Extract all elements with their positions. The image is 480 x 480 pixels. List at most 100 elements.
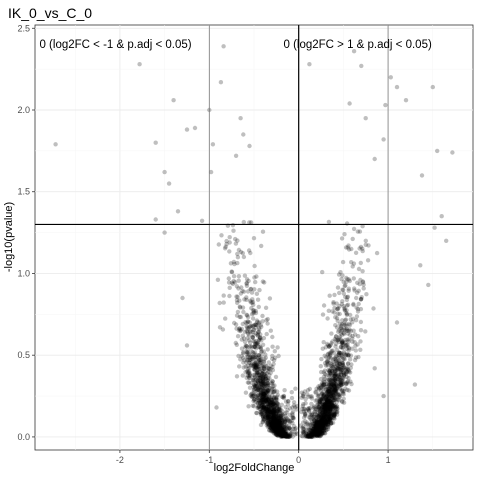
- data-point: [276, 418, 281, 423]
- data-point: [344, 308, 349, 313]
- data-point: [230, 223, 236, 228]
- data-point: [261, 394, 266, 399]
- data-point: [253, 310, 259, 316]
- data-point: [243, 364, 248, 369]
- data-point: [323, 421, 329, 426]
- data-point: [275, 428, 281, 433]
- data-point: [264, 364, 269, 369]
- data-point: [338, 382, 343, 387]
- data-point: [249, 358, 254, 363]
- data-point: [258, 323, 263, 328]
- data-point: [314, 430, 319, 435]
- data-point: [322, 405, 328, 411]
- data-point: [285, 431, 290, 436]
- data-point: [270, 413, 275, 419]
- data-point: [324, 355, 329, 360]
- data-point: [348, 370, 353, 375]
- data-point: [271, 407, 277, 412]
- data-point: [252, 384, 258, 389]
- data-point: [327, 412, 332, 418]
- data-point: [344, 371, 349, 376]
- data-point: [316, 384, 321, 389]
- data-point: [330, 357, 336, 362]
- data-point: [309, 431, 314, 437]
- data-point: [309, 432, 315, 437]
- data-point: [270, 415, 275, 420]
- data-point: [418, 263, 423, 268]
- data-point: [345, 328, 350, 333]
- data-point: [327, 392, 332, 398]
- data-point: [340, 345, 345, 350]
- data-point: [240, 251, 245, 256]
- data-point: [325, 316, 330, 321]
- data-point: [315, 423, 320, 428]
- data-point: [270, 334, 275, 340]
- data-point: [342, 283, 347, 289]
- data-point: [322, 406, 327, 412]
- data-point: [307, 422, 312, 427]
- data-point: [267, 420, 273, 425]
- data-point: [269, 422, 274, 427]
- data-point: [339, 321, 345, 327]
- data-point: [262, 366, 267, 371]
- data-point: [261, 381, 266, 387]
- data-point: [262, 404, 267, 409]
- data-point: [347, 278, 352, 284]
- data-point: [314, 427, 320, 432]
- data-point: [314, 431, 319, 436]
- data-point: [238, 249, 244, 255]
- data-point: [252, 344, 258, 349]
- data-point: [318, 418, 323, 424]
- data-point: [250, 316, 256, 321]
- data-point: [334, 347, 340, 353]
- data-point: [318, 430, 324, 435]
- data-point: [260, 401, 266, 406]
- data-point: [334, 374, 339, 379]
- data-point: [318, 397, 323, 402]
- data-point: [279, 434, 284, 439]
- data-point: [338, 331, 343, 336]
- data-point: [314, 418, 319, 423]
- data-point: [280, 427, 285, 432]
- data-point: [250, 324, 256, 329]
- data-point: [276, 430, 281, 435]
- data-point: [258, 344, 263, 350]
- data-point: [278, 430, 283, 435]
- data-point: [310, 434, 315, 439]
- data-point: [333, 359, 339, 364]
- data-point: [277, 428, 283, 434]
- data-point: [333, 384, 338, 389]
- data-point: [321, 416, 326, 421]
- data-point: [355, 342, 360, 347]
- data-point: [262, 378, 267, 383]
- data-point: [316, 428, 321, 433]
- data-point: [277, 431, 282, 437]
- data-point: [355, 309, 361, 314]
- data-point: [313, 432, 318, 437]
- data-point: [312, 405, 317, 410]
- data-point: [262, 392, 268, 397]
- data-point: [360, 269, 365, 274]
- data-point: [229, 269, 235, 275]
- data-point: [258, 346, 264, 351]
- data-point: [351, 328, 356, 333]
- data-point: [245, 336, 250, 341]
- data-point: [328, 404, 334, 410]
- data-point: [346, 328, 351, 334]
- data-point: [253, 279, 258, 285]
- data-point: [275, 426, 280, 432]
- data-point: [323, 414, 328, 419]
- data-point: [335, 385, 340, 390]
- data-point: [315, 427, 320, 432]
- data-point: [263, 409, 268, 414]
- data-point: [224, 238, 229, 244]
- data-point: [277, 431, 282, 436]
- data-point: [229, 280, 235, 285]
- data-point: [279, 427, 285, 432]
- data-point: [316, 433, 321, 438]
- data-point: [320, 426, 325, 431]
- data-point: [363, 329, 368, 334]
- data-point: [338, 344, 343, 350]
- data-point: [308, 433, 313, 438]
- data-point: [323, 409, 328, 414]
